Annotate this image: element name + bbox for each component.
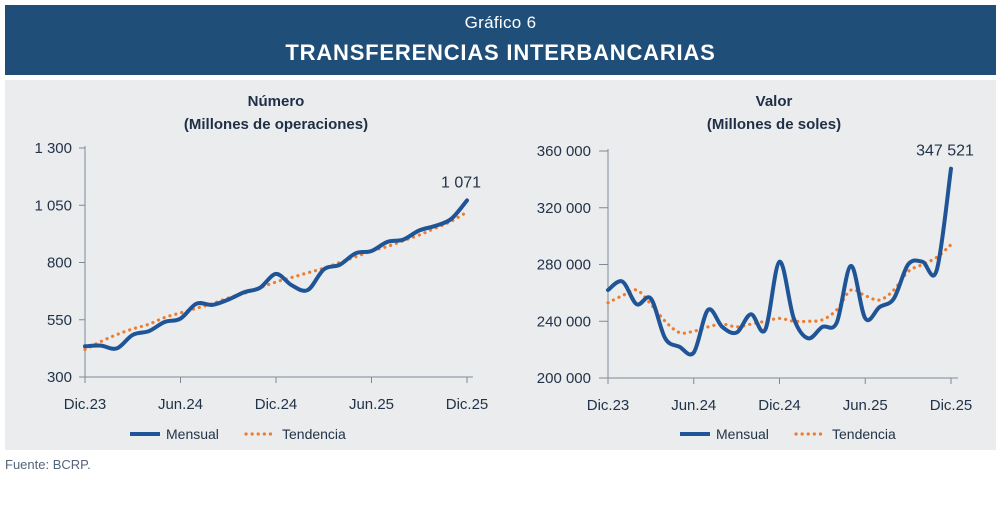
y-tick-label: 300	[47, 369, 72, 386]
charts-panel	[5, 80, 996, 450]
x-tick-label: Dic.23	[587, 397, 630, 414]
x-tick-label: Jun.25	[843, 397, 888, 414]
chart-title: Número	[248, 93, 305, 110]
x-tick-label: Jun.24	[671, 397, 716, 414]
legend-label: Mensual	[716, 426, 769, 442]
figure-title: TRANSFERENCIAS INTERBANCARIAS	[285, 40, 716, 65]
figure-number: Gráfico 6	[464, 13, 537, 32]
numero-chart: Número (Millones de operaciones) 300 550 800…	[34, 93, 489, 442]
x-tick-label: Dic.25	[446, 396, 489, 413]
y-tick-label: 320 000	[537, 200, 591, 217]
x-tick-label: Jun.25	[349, 396, 394, 413]
y-tick-label: 200 000	[537, 370, 591, 387]
source-note: Fuente: BCRP.	[5, 457, 91, 472]
chart-title: Valor	[756, 93, 793, 110]
last-value-label: 347 521	[916, 143, 974, 160]
y-tick-label: 800	[47, 255, 72, 272]
series-line-tendencia	[83, 210, 469, 352]
x-tick-label: Dic.25	[930, 397, 973, 414]
last-value-label: 1 071	[441, 174, 481, 191]
y-tick-label: 1 300	[34, 140, 72, 157]
chart-subtitle: (Millones de operaciones)	[184, 116, 368, 133]
series-line-tendencia	[606, 243, 953, 335]
x-tick-label: Dic.24	[255, 396, 298, 413]
y-tick-label: 240 000	[537, 313, 591, 330]
x-tick-label: Jun.24	[158, 396, 203, 413]
x-tick-label: Dic.24	[758, 397, 801, 414]
chart-subtitle: (Millones de soles)	[707, 116, 841, 133]
series-line-mensual	[83, 198, 469, 351]
legend-label: Tendencia	[832, 426, 896, 442]
y-tick-label: 360 000	[537, 143, 591, 160]
y-tick-label: 280 000	[537, 257, 591, 274]
legend-label: Mensual	[166, 426, 219, 442]
series-line-mensual	[606, 166, 953, 357]
y-tick-label: 1 050	[34, 197, 72, 214]
legend-label: Tendencia	[282, 426, 346, 442]
x-tick-label: Dic.23	[64, 396, 107, 413]
chart-header: Gráfico 6 TRANSFERENCIAS INTERBANCARIAS	[5, 5, 996, 75]
valor-chart: Valor (Millones de soles) 200 000 240 000 28…	[537, 93, 974, 442]
y-tick-label: 550	[47, 312, 72, 329]
